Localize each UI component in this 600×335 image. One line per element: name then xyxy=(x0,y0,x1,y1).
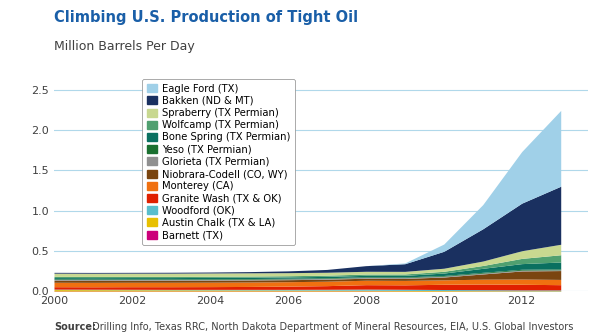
Legend: Eagle Ford (TX), Bakken (ND & MT), Spraberry (TX Permian), Wolfcamp (TX Permian): Eagle Ford (TX), Bakken (ND & MT), Sprab… xyxy=(142,79,295,245)
Text: Million Barrels Per Day: Million Barrels Per Day xyxy=(54,40,195,53)
Text: Drilling Info, Texas RRC, North Dakota Department of Mineral Resources, EIA, U.S: Drilling Info, Texas RRC, North Dakota D… xyxy=(89,322,573,332)
Text: Climbing U.S. Production of Tight Oil: Climbing U.S. Production of Tight Oil xyxy=(54,10,358,25)
Text: Source:: Source: xyxy=(54,322,96,332)
